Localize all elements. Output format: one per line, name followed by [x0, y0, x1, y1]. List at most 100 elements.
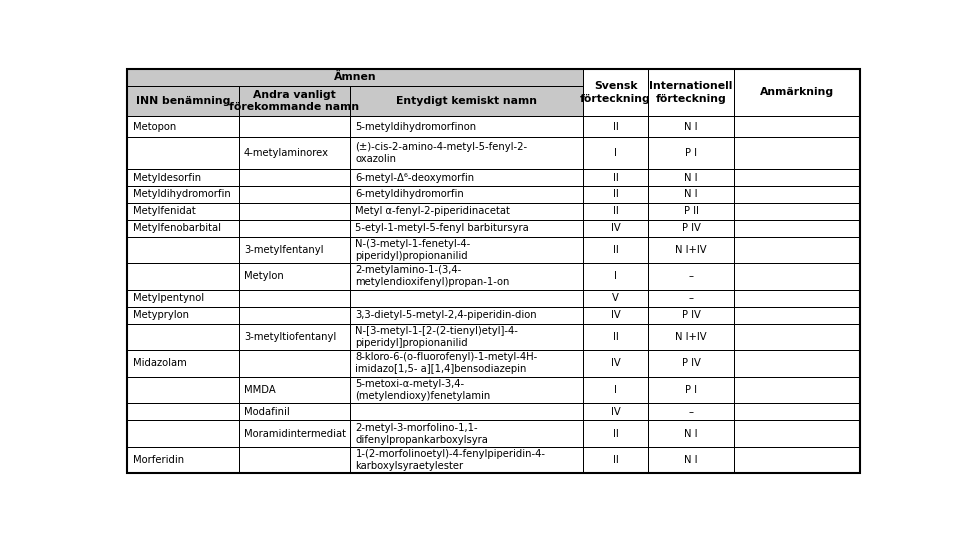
Bar [648, 69, 734, 116]
Bar [350, 350, 584, 377]
Bar [584, 377, 648, 403]
Bar [734, 350, 860, 377]
Text: –: – [688, 272, 693, 281]
Bar [584, 116, 648, 137]
Bar [350, 137, 584, 169]
Bar [584, 350, 648, 377]
Bar [239, 350, 350, 377]
Bar [648, 377, 734, 403]
Bar [239, 290, 350, 307]
Bar [350, 447, 584, 473]
Bar [734, 116, 860, 137]
Bar [128, 237, 239, 263]
Bar [239, 220, 350, 237]
Text: –: – [688, 293, 693, 303]
Text: II: II [612, 455, 618, 465]
Bar [350, 169, 584, 186]
Bar [239, 447, 350, 473]
Text: 5-metoxi-α-metyl-3,4-
(metylendioxy)fenetylamin: 5-metoxi-α-metyl-3,4- (metylendioxy)fene… [355, 379, 491, 401]
Text: P IV: P IV [682, 310, 701, 320]
Text: V: V [612, 293, 619, 303]
Bar [350, 86, 584, 116]
Bar [128, 307, 239, 323]
Bar [584, 403, 648, 420]
Text: Metylfenidat: Metylfenidat [132, 206, 196, 216]
Bar [350, 420, 584, 447]
Bar [350, 263, 584, 290]
Bar [734, 137, 860, 169]
Bar [734, 403, 860, 420]
Bar [584, 447, 648, 473]
Text: I: I [614, 385, 617, 395]
Text: Anmärkning: Anmärkning [760, 87, 834, 98]
Text: N-(3-metyl-1-fenetyl-4-
piperidyl)propionanilid: N-(3-metyl-1-fenetyl-4- piperidyl)propio… [355, 239, 470, 261]
Text: IV: IV [611, 407, 620, 417]
Bar [128, 420, 239, 447]
Bar [734, 420, 860, 447]
Bar [584, 403, 648, 420]
Text: –: – [688, 407, 693, 417]
Bar [128, 403, 239, 420]
Bar [239, 237, 350, 263]
Bar [350, 290, 584, 307]
Bar [128, 323, 239, 350]
Bar [128, 116, 239, 137]
Text: N I: N I [684, 172, 698, 183]
Bar [350, 403, 584, 420]
Text: IV: IV [611, 358, 620, 369]
Bar [128, 137, 239, 169]
Bar [128, 169, 239, 186]
Bar [239, 237, 350, 263]
Bar [734, 169, 860, 186]
Bar [128, 447, 239, 473]
Bar [350, 220, 584, 237]
Bar [350, 263, 584, 290]
Bar [350, 203, 584, 220]
Bar [128, 186, 239, 203]
Text: Metyldesorfin: Metyldesorfin [132, 172, 201, 183]
Bar [584, 220, 648, 237]
Text: Midazolam: Midazolam [132, 358, 186, 369]
Text: Metyl α-fenyl-2-piperidinacetat: Metyl α-fenyl-2-piperidinacetat [355, 206, 511, 216]
Bar [648, 186, 734, 203]
Bar [239, 263, 350, 290]
Bar [239, 169, 350, 186]
Bar [350, 307, 584, 323]
Bar [350, 169, 584, 186]
Bar [128, 447, 239, 473]
Bar [350, 116, 584, 137]
Bar [239, 263, 350, 290]
Bar [584, 186, 648, 203]
Bar [584, 237, 648, 263]
Bar [584, 263, 648, 290]
Bar [734, 377, 860, 403]
Bar [648, 116, 734, 137]
Bar [734, 69, 860, 116]
Bar [648, 220, 734, 237]
Bar [128, 220, 239, 237]
Text: IV: IV [611, 223, 620, 233]
Bar [239, 116, 350, 137]
Bar [239, 323, 350, 350]
Text: Metylon: Metylon [244, 272, 284, 281]
Bar [584, 203, 648, 220]
Bar [584, 220, 648, 237]
Text: 2-metylamino-1-(3,4-
metylendioxifenyl)propan-1-on: 2-metylamino-1-(3,4- metylendioxifenyl)p… [355, 266, 510, 287]
Bar [350, 186, 584, 203]
Bar [648, 350, 734, 377]
Text: 5-metyldihydromorfinon: 5-metyldihydromorfinon [355, 121, 476, 132]
Text: II: II [612, 189, 618, 199]
Bar [734, 186, 860, 203]
Bar [648, 377, 734, 403]
Bar [239, 323, 350, 350]
Bar [350, 377, 584, 403]
Bar [648, 403, 734, 420]
Bar [239, 186, 350, 203]
Text: II: II [612, 121, 618, 132]
Bar [648, 186, 734, 203]
Text: N I: N I [684, 121, 698, 132]
Bar [128, 350, 239, 377]
Bar [350, 323, 584, 350]
Text: Moramidintermediat: Moramidintermediat [244, 429, 346, 439]
Bar [239, 290, 350, 307]
